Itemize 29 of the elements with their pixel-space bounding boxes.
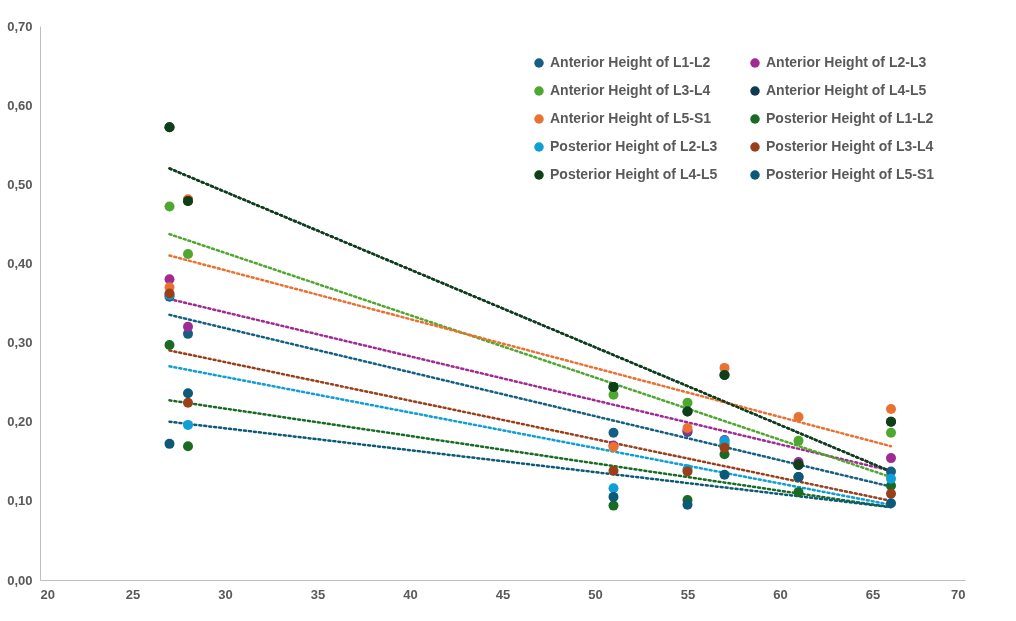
x-tick-label: 70 bbox=[951, 586, 966, 602]
x-tick-label: 35 bbox=[310, 586, 326, 602]
legend-label: Posterior Height of L2-L3 bbox=[550, 138, 718, 154]
legend-label: Anterior Height of L2-L3 bbox=[766, 54, 927, 70]
x-tick-label: 60 bbox=[773, 586, 788, 602]
legend-label: Anterior Height of L5-S1 bbox=[550, 110, 712, 126]
x-tick-label: 45 bbox=[495, 586, 511, 602]
x-tick-label: 50 bbox=[588, 586, 603, 602]
legend-label: Posterior Height of L1-L2 bbox=[766, 110, 934, 126]
y-tick-label: 0,70 bbox=[7, 18, 33, 34]
legend-label: Posterior Height of L3-L4 bbox=[766, 138, 934, 154]
y-tick-label: 0,20 bbox=[7, 414, 33, 430]
x-tick-label: 30 bbox=[218, 586, 233, 602]
x-tick-label: 55 bbox=[680, 586, 696, 602]
legend-label: Anterior Height of L3-L4 bbox=[550, 82, 711, 98]
y-tick-label: 0,60 bbox=[7, 97, 33, 113]
y-tick-label: 0,50 bbox=[7, 176, 33, 192]
legend-label: Posterior Height of L5-S1 bbox=[766, 166, 935, 182]
x-tick-label: 25 bbox=[125, 586, 141, 602]
x-tick-label: 20 bbox=[40, 586, 55, 602]
legend-label: Anterior Height of L4-L5 bbox=[766, 82, 927, 98]
y-tick-label: 0,10 bbox=[7, 493, 33, 509]
legend-label: Posterior Height of L4-L5 bbox=[550, 166, 718, 182]
x-tick-label: 40 bbox=[403, 586, 418, 602]
x-tick-label: 65 bbox=[865, 586, 881, 602]
y-tick-label: 0,00 bbox=[7, 572, 33, 588]
legend-label: Anterior Height of L1-L2 bbox=[550, 54, 711, 70]
y-tick-label: 0,40 bbox=[7, 255, 33, 271]
y-tick-label: 0,30 bbox=[7, 335, 33, 351]
